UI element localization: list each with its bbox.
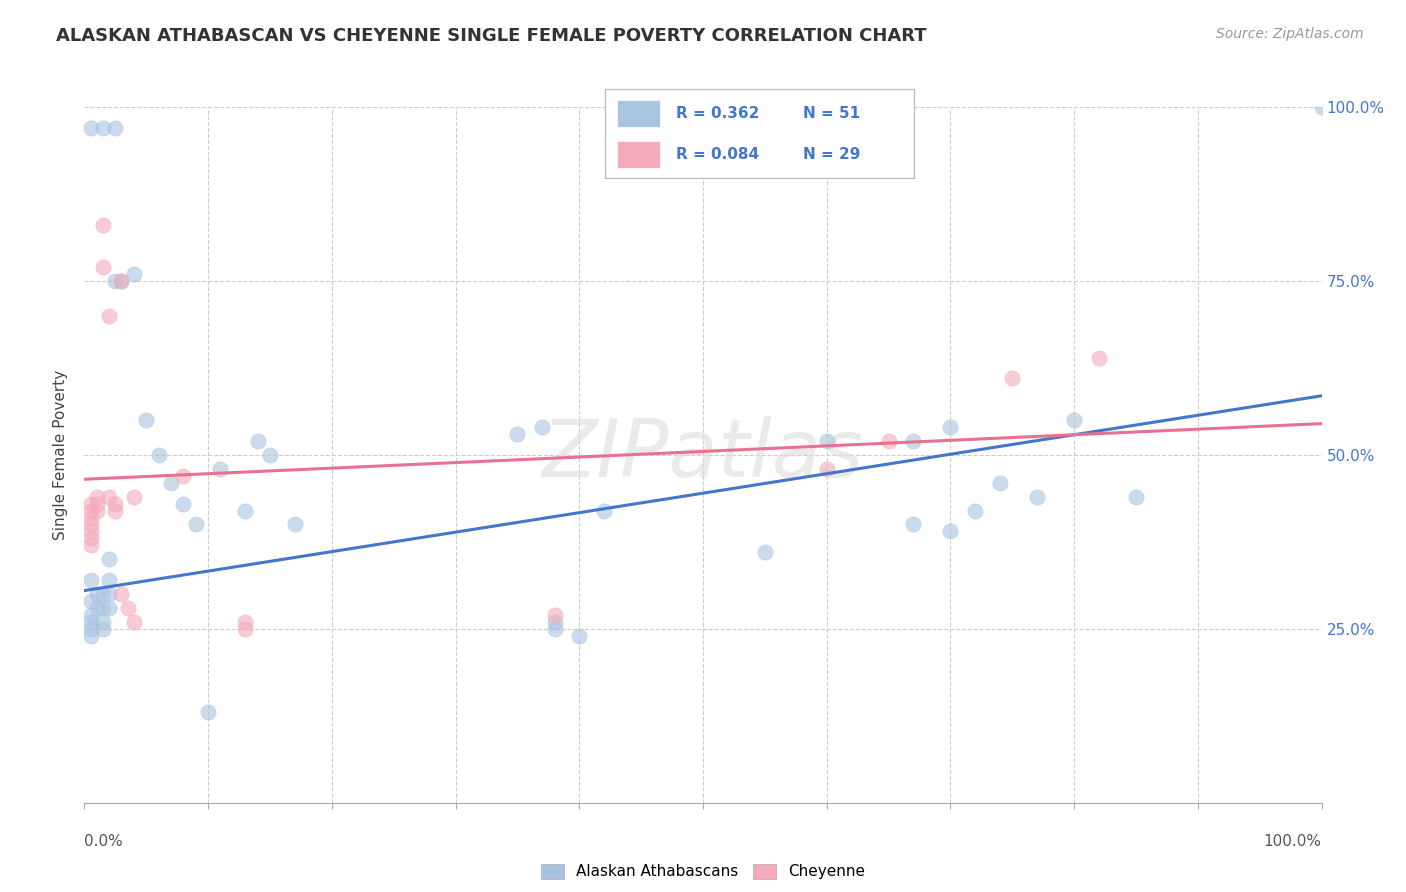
Text: 100.0%: 100.0%	[1264, 834, 1322, 849]
Point	[98, 573, 121, 587]
Point	[172, 468, 194, 483]
Point	[86, 601, 108, 615]
Point	[233, 615, 256, 629]
Point	[91, 260, 114, 274]
Point	[79, 532, 101, 546]
Point	[184, 517, 207, 532]
Point	[98, 587, 121, 601]
Point	[284, 517, 307, 532]
Point	[104, 497, 127, 511]
FancyBboxPatch shape	[617, 100, 661, 127]
Point	[233, 622, 256, 636]
Point	[122, 490, 145, 504]
Point	[543, 607, 565, 622]
Point	[246, 434, 269, 448]
Point	[79, 510, 101, 524]
Point	[98, 601, 121, 615]
Text: ALASKAN ATHABASCAN VS CHEYENNE SINGLE FEMALE POVERTY CORRELATION CHART: ALASKAN ATHABASCAN VS CHEYENNE SINGLE FE…	[56, 27, 927, 45]
Text: R = 0.362: R = 0.362	[676, 106, 759, 120]
Point	[122, 615, 145, 629]
Point	[1063, 413, 1085, 427]
Point	[104, 120, 127, 135]
Text: R = 0.084: R = 0.084	[676, 147, 759, 161]
Text: 0.0%: 0.0%	[84, 834, 124, 849]
Point	[79, 497, 101, 511]
Point	[86, 490, 108, 504]
Point	[939, 420, 962, 434]
Point	[79, 629, 101, 643]
Point	[531, 420, 554, 434]
Point	[1088, 351, 1111, 365]
Point	[91, 587, 114, 601]
FancyBboxPatch shape	[617, 141, 661, 168]
Point	[209, 462, 232, 476]
Point	[104, 274, 127, 288]
Point	[117, 601, 139, 615]
Point	[110, 587, 132, 601]
Point	[98, 552, 121, 566]
Point	[1026, 490, 1049, 504]
Point	[86, 497, 108, 511]
Legend: Alaskan Athabascans, Cheyenne: Alaskan Athabascans, Cheyenne	[534, 857, 872, 886]
Y-axis label: Single Female Poverty: Single Female Poverty	[53, 370, 69, 540]
Point	[1125, 490, 1147, 504]
Text: N = 29: N = 29	[803, 147, 860, 161]
Point	[110, 274, 132, 288]
Text: N = 51: N = 51	[803, 106, 859, 120]
Point	[91, 615, 114, 629]
Point	[259, 448, 281, 462]
Point	[98, 490, 121, 504]
Point	[79, 538, 101, 552]
Point	[506, 427, 529, 442]
Text: ZIPatlas: ZIPatlas	[541, 416, 865, 494]
Point	[91, 219, 114, 233]
Point	[815, 434, 838, 448]
Point	[91, 120, 114, 135]
Point	[79, 517, 101, 532]
Point	[988, 475, 1011, 490]
Point	[148, 448, 170, 462]
Point	[877, 434, 900, 448]
Point	[79, 573, 101, 587]
Point	[543, 622, 565, 636]
Point	[79, 622, 101, 636]
Point	[160, 475, 183, 490]
Point	[104, 503, 127, 517]
Point	[1310, 100, 1333, 114]
Point	[86, 587, 108, 601]
Point	[568, 629, 591, 643]
Point	[79, 615, 101, 629]
Point	[98, 309, 121, 323]
Point	[91, 622, 114, 636]
Point	[172, 497, 194, 511]
Point	[903, 517, 925, 532]
Point	[86, 503, 108, 517]
Point	[754, 545, 776, 559]
Point	[79, 594, 101, 608]
Point	[593, 503, 616, 517]
Point	[79, 503, 101, 517]
Point	[903, 434, 925, 448]
Point	[79, 120, 101, 135]
Point	[543, 615, 565, 629]
Point	[939, 524, 962, 539]
Point	[965, 503, 987, 517]
Point	[110, 274, 132, 288]
Point	[91, 601, 114, 615]
Point	[135, 413, 157, 427]
Point	[815, 462, 838, 476]
Point	[233, 503, 256, 517]
Point	[122, 267, 145, 281]
Text: Source: ZipAtlas.com: Source: ZipAtlas.com	[1216, 27, 1364, 41]
Point	[79, 607, 101, 622]
Point	[79, 524, 101, 539]
Point	[1001, 371, 1024, 385]
Point	[197, 706, 219, 720]
